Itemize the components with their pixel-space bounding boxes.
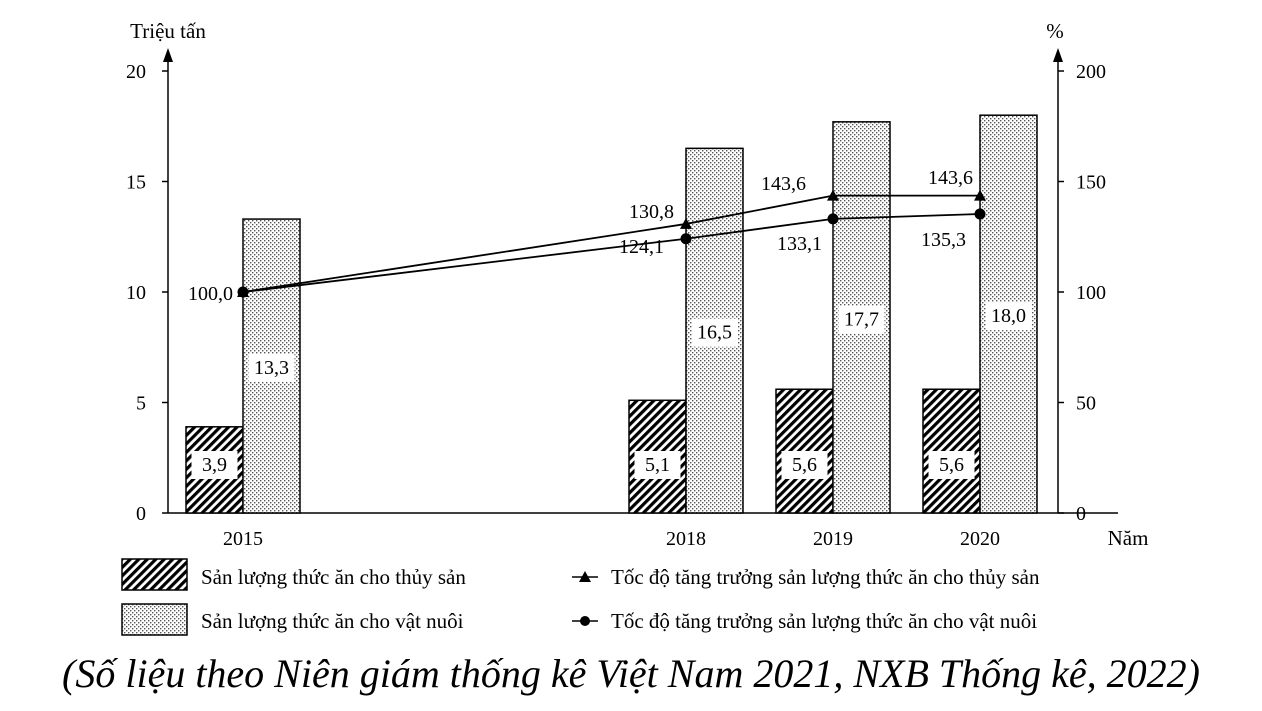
right-y-axis-label: % <box>1046 19 1064 43</box>
bar-data-label: 17,7 <box>844 308 879 330</box>
line-data-label: 133,1 <box>777 233 822 255</box>
bar-data-label: 5,6 <box>939 454 964 476</box>
bar-data-label: 13,3 <box>254 357 289 379</box>
left-tick-label: 10 <box>126 282 146 304</box>
x-axis-label: Năm <box>1108 526 1149 550</box>
bars: 3,9 5,1 5,6 5,6 13,3 16,5 17,7 18,0 <box>185 114 1038 514</box>
legend-circle-icon <box>580 616 590 626</box>
legend-swatch-vat-nuoi <box>121 603 188 636</box>
line-data-label: 100,0 <box>188 283 233 305</box>
x-tick-label: 2020 <box>960 528 1000 550</box>
data-label-bg <box>634 451 681 479</box>
right-tick-label: 0 <box>1076 503 1086 525</box>
left-y-axis-label: Triệu tấn <box>130 19 206 43</box>
legend: Sản lượng thức ăn cho thủy sản Sản lượng … <box>121 558 1040 636</box>
bar-data-label: 16,5 <box>697 322 732 344</box>
left-tick-label: 15 <box>126 172 146 194</box>
line-data-label: 130,8 <box>629 201 674 223</box>
left-y-axis-arrow <box>163 48 173 62</box>
legend-triangle-icon <box>579 571 591 582</box>
line-data-label: 143,6 <box>761 173 806 195</box>
bar-data-label: 5,6 <box>792 454 817 476</box>
legend-label: Sản lượng thức ăn cho vật nuôi <box>201 609 464 633</box>
legend-label: Tốc độ tăng trưởng sản lượng thức ăn cho… <box>611 609 1037 633</box>
circle-marker <box>237 286 249 298</box>
right-tick-label: 50 <box>1076 393 1096 415</box>
left-tick-label: 0 <box>136 503 146 525</box>
data-label-bg <box>191 451 238 479</box>
data-label-bg <box>248 354 295 383</box>
legend-label: Tốc độ tăng trưởng sản lượng thức ăn cho… <box>611 565 1040 589</box>
left-y-ticks: 0 5 10 15 20 <box>126 61 168 525</box>
bar-data-label: 3,9 <box>202 454 227 476</box>
circle-marker <box>827 213 839 225</box>
data-label-bg <box>781 451 828 479</box>
triangle-marker <box>680 217 692 229</box>
triangle-marker <box>827 189 839 201</box>
data-label-bg <box>985 302 1032 331</box>
line-data-label: 135,3 <box>921 229 966 251</box>
x-tick-label: 2015 <box>223 528 263 550</box>
data-label-bg <box>691 318 738 347</box>
lines: 130,8 143,6 143,6 100,0 124,1 133,1 135,3 <box>188 167 986 305</box>
right-tick-label: 150 <box>1076 172 1106 194</box>
circle-marker <box>974 208 986 220</box>
triangle-marker <box>974 189 986 201</box>
right-tick-label: 200 <box>1076 61 1106 83</box>
line-thuy-san <box>242 194 980 293</box>
left-tick-label: 5 <box>136 393 146 415</box>
left-tick-label: 20 <box>126 61 146 83</box>
chart: Triệu tấn % Năm 0 5 10 15 20 0 50 100 150 200 3,… <box>121 19 1149 636</box>
source-note: (Số liệu theo Niên giám thống kê Việt Na… <box>62 651 1200 696</box>
x-tick-label: 2019 <box>813 528 853 550</box>
bar-data-label: 5,1 <box>645 454 670 476</box>
x-ticks: 2015 2018 2019 2020 <box>223 528 1000 550</box>
x-tick-label: 2018 <box>666 528 706 550</box>
line-data-label: 143,6 <box>928 167 973 189</box>
bar-data-label: 18,0 <box>991 305 1026 327</box>
right-tick-label: 100 <box>1076 282 1106 304</box>
data-label-bg <box>928 451 975 479</box>
data-label-bg <box>838 305 885 334</box>
circle-marker <box>680 233 692 245</box>
right-y-ticks: 0 50 100 150 200 <box>1058 61 1106 525</box>
legend-swatch-thuy-san <box>121 558 188 591</box>
line-vat-nuoi <box>242 213 981 293</box>
right-y-axis-arrow <box>1053 48 1063 62</box>
line-data-label: 124,1 <box>619 236 664 258</box>
legend-label: Sản lượng thức ăn cho thủy sản <box>201 565 466 589</box>
